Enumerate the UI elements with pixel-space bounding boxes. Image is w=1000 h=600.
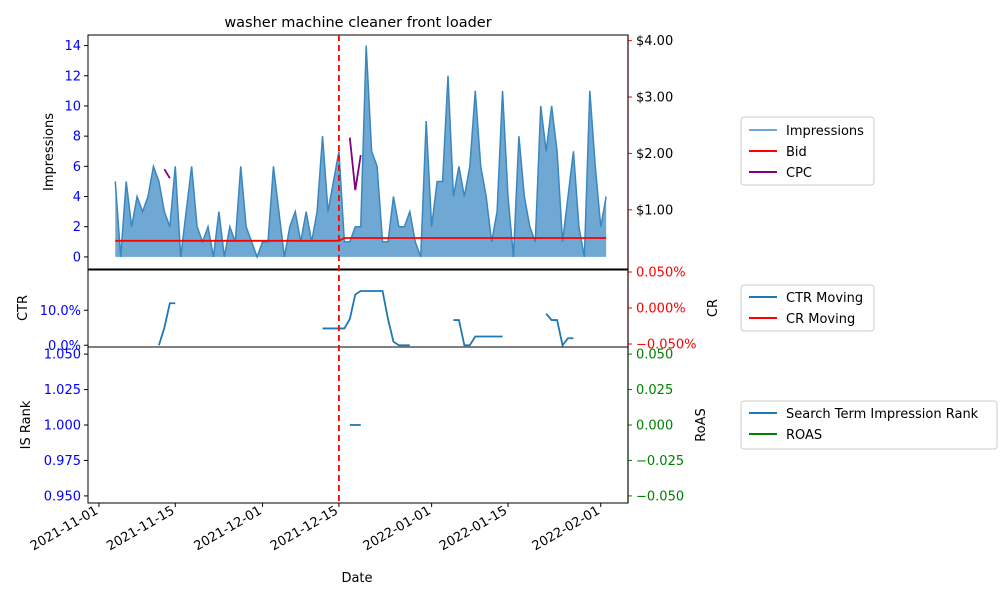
legend-bid: Bid: [786, 145, 807, 160]
impressions-tick-label: 8: [73, 130, 81, 145]
chart-title: washer machine cleaner front loader: [224, 15, 491, 31]
roas-tick-label: 0.000: [636, 419, 673, 434]
price-tick-label: $2.00: [636, 147, 673, 162]
cpc-line-1: [348, 137, 362, 191]
x-axis-label: Date: [341, 571, 372, 586]
cr-axis-label: CR: [706, 299, 721, 317]
impressions-line: [114, 45, 607, 260]
impressions-tick-label: 0: [73, 250, 81, 265]
impressions-tick-label: 2: [73, 220, 81, 235]
impressions-area: [115, 45, 607, 257]
legend-cpc: CPC: [786, 166, 812, 181]
date-tick-label: 2021-12-15: [268, 503, 341, 554]
impressions-tick-label: 10: [64, 99, 81, 114]
price-tick-label: $1.00: [636, 203, 673, 218]
impressions-tick-label: 14: [64, 39, 81, 54]
legend-cr-moving: CR Moving: [786, 312, 855, 327]
date-axis: 2021-11-01 2021-11-15 2021-12-01 2021-12-15…: [28, 503, 603, 554]
cr-tick-label: −0.050%: [636, 338, 696, 353]
date-tick-label: 2022-02-01: [530, 503, 603, 554]
ctr-moving-line-0: [158, 302, 176, 346]
ctr-moving-line-1: [322, 290, 410, 347]
legend-impressions: Impressions: [786, 124, 864, 139]
roas-tick-label: 0.050: [636, 348, 673, 363]
legend-search-term-rank: Search Term Impression Rank: [786, 407, 979, 422]
legend-middle: CTR Moving CR Moving: [740, 284, 875, 332]
impressions-panel: 0 2 4 6 8 10 12 14 $1.00 $2.00 $3.00 $4.00 Impressi…: [42, 34, 673, 270]
roas-tick-label: −0.025: [636, 454, 684, 469]
impressions-tick-label: 12: [64, 69, 81, 84]
legend-top: Impressions Bid CPC: [740, 116, 875, 186]
date-tick-label: 2021-11-15: [104, 503, 177, 554]
is-rank-axis-label: IS Rank: [19, 400, 34, 449]
impressions-tick-label: 6: [73, 160, 81, 175]
legend-roas: ROAS: [786, 428, 822, 443]
is-rank-tick-label: 1.025: [44, 383, 81, 398]
roas-tick-label: 0.025: [636, 383, 673, 398]
date-tick-label: 2022-01-01: [361, 503, 434, 554]
roas-tick-label: −0.050: [636, 489, 684, 504]
roas-axis-label: RoAS: [694, 408, 709, 442]
ctr-tick-label: 10.0%: [40, 304, 81, 319]
rank-axes-frame: [87, 346, 629, 504]
cpc-line-0: [163, 168, 171, 179]
legend-bottom: Search Term Impression Rank ROAS: [740, 400, 998, 450]
date-tick-label: 2021-11-01: [28, 503, 101, 554]
rank-panel: 0.950 0.975 1.000 1.025 1.050 −0.050 −0.025 0.0…: [19, 346, 709, 504]
ctr-panel: 0.0% 10.0% −0.050% 0.000% 0.050% CTR CR: [16, 266, 721, 354]
price-tick-label: $4.00: [636, 34, 673, 49]
legend-ctr-moving: CTR Moving: [786, 291, 863, 306]
is-rank-tick-label: 1.050: [44, 348, 81, 363]
impressions-axes-frame: [87, 34, 629, 270]
cr-tick-label: 0.000%: [636, 302, 686, 317]
impressions-axis-label: Impressions: [42, 113, 57, 191]
is-rank-tick-label: 0.975: [44, 454, 81, 469]
cr-tick-label: 0.050%: [636, 266, 686, 281]
ctr-moving-line-2: [453, 319, 503, 347]
ctr-moving-line-3: [545, 313, 574, 348]
price-tick-label: $3.00: [636, 91, 673, 106]
ctr-tick-label: 0.0%: [48, 339, 81, 354]
impressions-tick-label: 4: [73, 190, 81, 205]
is-rank-tick-label: 1.000: [44, 419, 81, 434]
date-tick-label: 2022-01-15: [437, 503, 510, 554]
is-rank-tick-label: 0.950: [44, 489, 81, 504]
bid-line: [115, 237, 607, 242]
ctr-axis-label: CTR: [16, 295, 31, 321]
date-tick-label: 2021-12-01: [192, 503, 265, 554]
